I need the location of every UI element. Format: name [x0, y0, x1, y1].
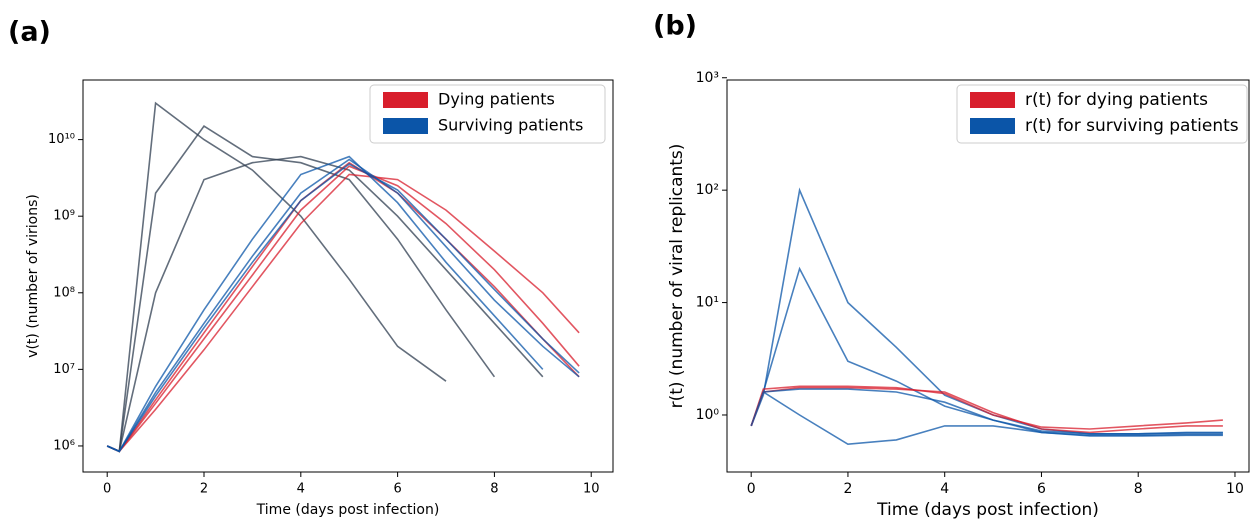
axes-frame: [82, 79, 614, 473]
legend-swatch: [970, 118, 1015, 134]
y-tick-label: 10⁶: [53, 438, 75, 453]
legend-swatch: [383, 92, 428, 108]
x-tick-label: 10: [1226, 481, 1244, 497]
legend-box: [956, 84, 1248, 144]
x-tick-label: 10: [583, 482, 600, 497]
legend-label: r(t) for dying patients: [1025, 90, 1208, 110]
x-tick-label: 2: [200, 482, 208, 497]
series-line: [750, 388, 1223, 435]
x-tick-label: 0: [103, 482, 111, 497]
plot-lines: [750, 187, 1223, 446]
y-tick-label: 10⁷: [53, 362, 75, 377]
panel-label: (a): [8, 17, 51, 48]
y-axis-label: r(t) (number of viral replicants): [667, 144, 687, 409]
series-line: [106, 158, 580, 453]
y-tick-label: 10²: [696, 182, 719, 198]
series-line: [106, 155, 544, 453]
y-axis-label: v(t) (number of virions): [25, 194, 41, 358]
x-tick-label: 4: [940, 481, 949, 497]
legend-label: r(t) for surviving patients: [1025, 116, 1239, 136]
series-line: [106, 155, 544, 453]
x-tick-label: 8: [490, 482, 498, 497]
series-line: [106, 163, 580, 453]
panel-label: (b): [653, 11, 697, 42]
y-tick-label: 10¹: [696, 295, 719, 311]
legend-swatch: [970, 92, 1015, 108]
series-line: [106, 161, 580, 453]
series-line: [106, 173, 580, 453]
series-line: [106, 101, 447, 453]
x-axis-label: Time (days post infection): [256, 502, 440, 518]
x-tick-label: 8: [1134, 481, 1143, 497]
series-line: [750, 266, 1223, 437]
x-axis-label: Time (days post infection): [876, 500, 1099, 520]
y-tick-label: 10³: [696, 70, 719, 86]
legend-label: Surviving patients: [438, 116, 583, 135]
y-tick-label: 10⁸: [53, 285, 75, 300]
plot-lines: [106, 101, 580, 453]
x-tick-label: 0: [747, 481, 756, 497]
axes-frame: [726, 79, 1250, 473]
y-tick-label: 10⁹: [53, 209, 75, 224]
x-tick-label: 2: [843, 481, 852, 497]
y-tick-label: 10⁰: [696, 407, 720, 423]
y-tick-label: 10¹⁰: [48, 132, 75, 147]
legend-swatch: [383, 118, 428, 134]
legend-box: [369, 84, 606, 144]
x-tick-label: 6: [393, 482, 401, 497]
x-tick-label: 4: [297, 482, 305, 497]
series-line: [750, 386, 1223, 434]
series-line: [750, 385, 1223, 430]
legend-label: Dying patients: [438, 90, 555, 109]
series-line: [106, 165, 580, 453]
x-tick-label: 6: [1037, 481, 1046, 497]
